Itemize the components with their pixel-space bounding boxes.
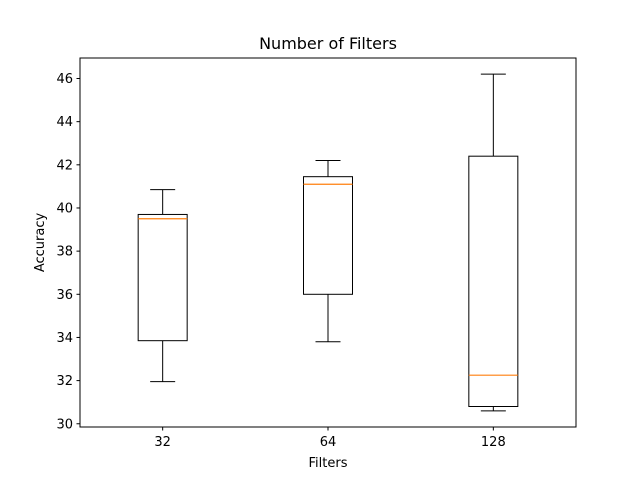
box-group-32	[137, 189, 188, 383]
x-tick-label: 64	[320, 435, 337, 450]
y-axis-title: Accuracy	[33, 213, 48, 273]
box-iqr	[137, 213, 188, 342]
plot-area	[137, 73, 519, 412]
y-tick-label: 46	[56, 72, 73, 87]
x-tick-label: 128	[481, 435, 506, 450]
y-tick-label: 30	[56, 417, 73, 432]
y-tick-label: 40	[56, 201, 73, 216]
x-axis: 32 64 128	[154, 427, 506, 450]
chart-title: Number of Filters	[259, 34, 397, 53]
y-axis: 30 32 34 36 38 40 42 44 46	[56, 72, 80, 432]
y-tick-label: 34	[56, 331, 73, 346]
y-tick-label: 38	[56, 245, 73, 260]
y-tick-label: 42	[56, 158, 73, 173]
y-tick-label: 44	[56, 115, 73, 130]
y-tick-label: 36	[56, 288, 73, 303]
box-group-128	[468, 73, 519, 412]
box-iqr	[303, 176, 353, 295]
x-tick-label: 32	[154, 435, 171, 450]
box-group-64	[303, 160, 353, 343]
box-iqr	[468, 155, 519, 407]
y-tick-label: 32	[56, 374, 73, 389]
axes-frame	[79, 57, 577, 428]
x-axis-title: Filters	[309, 456, 348, 471]
